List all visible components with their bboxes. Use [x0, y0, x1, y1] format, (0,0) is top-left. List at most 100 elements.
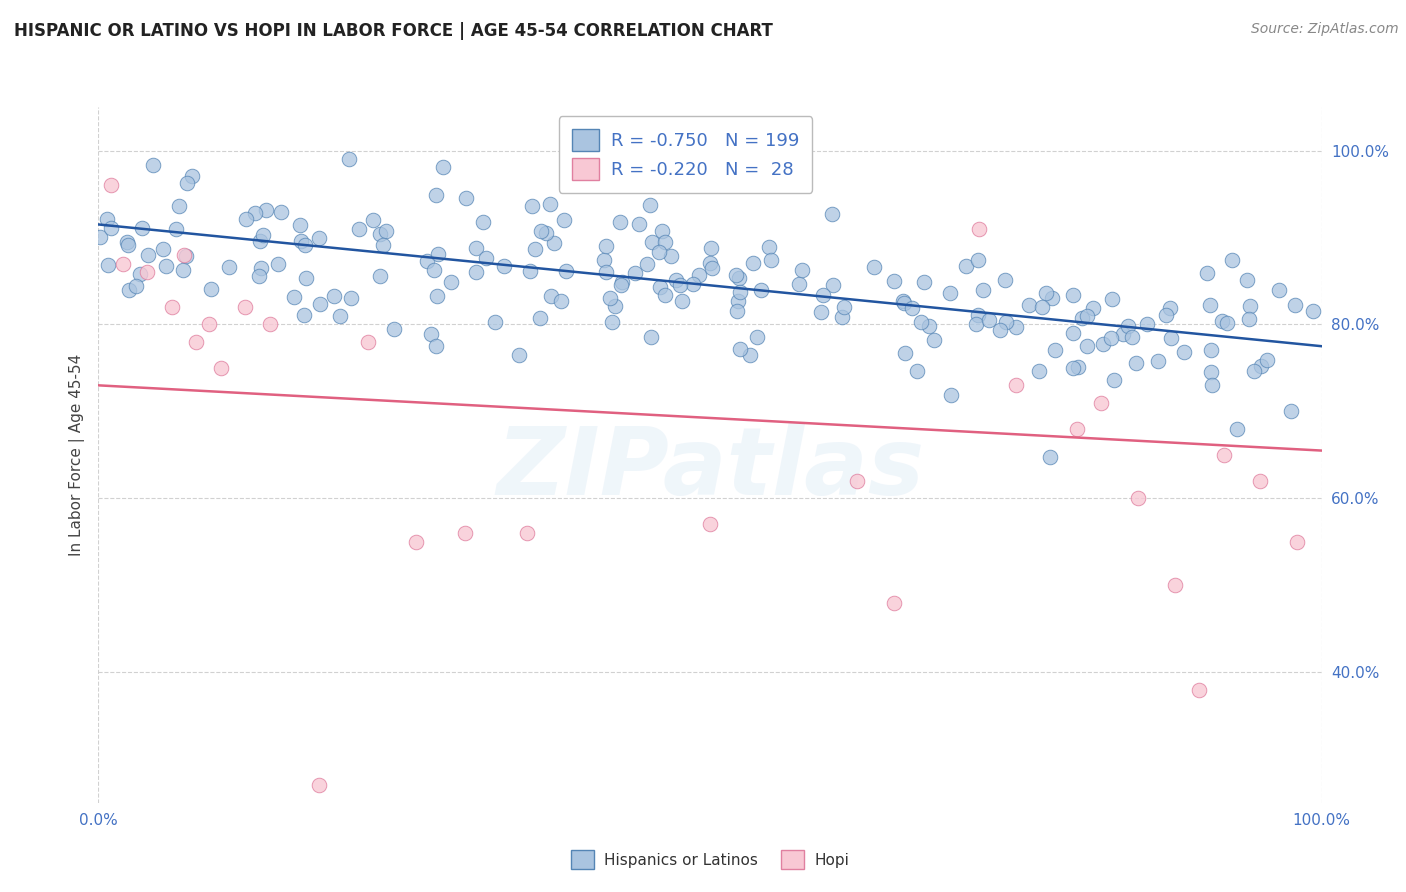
Point: [368, 268, 391, 283]
Point: [186, 334, 208, 349]
Point: [1112, 326, 1135, 341]
Point: [831, 310, 853, 325]
Legend: Hispanics or Latinos, Hopi: Hispanics or Latinos, Hopi: [564, 845, 856, 875]
Point: [294, 271, 316, 285]
Point: [1045, 343, 1067, 358]
Point: [197, 318, 219, 332]
Point: [465, 241, 488, 255]
Point: [405, 534, 427, 549]
Point: [790, 263, 813, 277]
Point: [832, 300, 855, 314]
Point: [1284, 298, 1306, 312]
Point: [180, 169, 202, 184]
Point: [1062, 360, 1084, 375]
Point: [787, 277, 810, 291]
Point: [309, 297, 332, 311]
Point: [426, 246, 449, 260]
Point: [1066, 422, 1088, 436]
Point: [1197, 267, 1219, 281]
Point: [259, 318, 281, 332]
Point: [142, 157, 165, 171]
Point: [322, 289, 344, 303]
Point: [910, 315, 932, 329]
Point: [308, 778, 330, 793]
Point: [111, 257, 134, 271]
Point: [1062, 287, 1084, 301]
Point: [1121, 329, 1143, 343]
Point: [337, 152, 360, 166]
Point: [368, 227, 391, 242]
Point: [1125, 356, 1147, 370]
Point: [1091, 337, 1114, 351]
Point: [955, 259, 977, 273]
Point: [136, 248, 159, 262]
Point: [128, 267, 150, 281]
Point: [97, 258, 120, 272]
Point: [1081, 301, 1104, 316]
Point: [1039, 450, 1062, 465]
Point: [235, 212, 257, 227]
Point: [1005, 319, 1028, 334]
Point: [308, 231, 330, 245]
Point: [292, 308, 315, 322]
Point: [1216, 317, 1239, 331]
Point: [665, 273, 688, 287]
Point: [1090, 396, 1112, 410]
Point: [759, 253, 782, 268]
Point: [725, 303, 748, 318]
Point: [96, 212, 118, 227]
Point: [1147, 353, 1170, 368]
Point: [250, 260, 273, 275]
Point: [595, 265, 617, 279]
Point: [918, 319, 941, 334]
Point: [540, 288, 562, 302]
Point: [905, 364, 928, 378]
Point: [118, 283, 141, 297]
Point: [1226, 422, 1249, 436]
Point: [524, 242, 547, 256]
Point: [1099, 331, 1122, 345]
Point: [1212, 448, 1234, 462]
Point: [1066, 359, 1088, 374]
Point: [454, 526, 477, 541]
Point: [1256, 353, 1278, 368]
Point: [979, 313, 1001, 327]
Point: [1164, 578, 1187, 592]
Point: [1236, 273, 1258, 287]
Point: [595, 239, 617, 253]
Point: [609, 215, 631, 229]
Point: [1101, 292, 1123, 306]
Point: [1199, 365, 1222, 379]
Point: [553, 213, 575, 227]
Point: [967, 253, 990, 268]
Point: [382, 321, 405, 335]
Point: [592, 252, 614, 267]
Point: [1004, 378, 1026, 392]
Point: [845, 474, 868, 488]
Point: [1286, 534, 1309, 549]
Point: [603, 299, 626, 313]
Point: [699, 517, 721, 532]
Point: [423, 263, 446, 277]
Point: [419, 326, 441, 341]
Point: [699, 256, 721, 270]
Point: [682, 277, 704, 291]
Point: [821, 278, 844, 293]
Point: [1104, 373, 1126, 387]
Point: [863, 260, 886, 275]
Point: [1042, 291, 1064, 305]
Point: [165, 222, 187, 236]
Point: [893, 296, 915, 310]
Point: [1249, 474, 1271, 488]
Point: [883, 274, 905, 288]
Point: [1116, 319, 1139, 334]
Point: [529, 310, 551, 325]
Point: [1136, 317, 1159, 331]
Point: [901, 301, 924, 315]
Point: [640, 330, 662, 344]
Point: [724, 268, 747, 282]
Point: [288, 218, 311, 232]
Point: [465, 265, 488, 279]
Point: [599, 291, 621, 305]
Point: [988, 323, 1011, 337]
